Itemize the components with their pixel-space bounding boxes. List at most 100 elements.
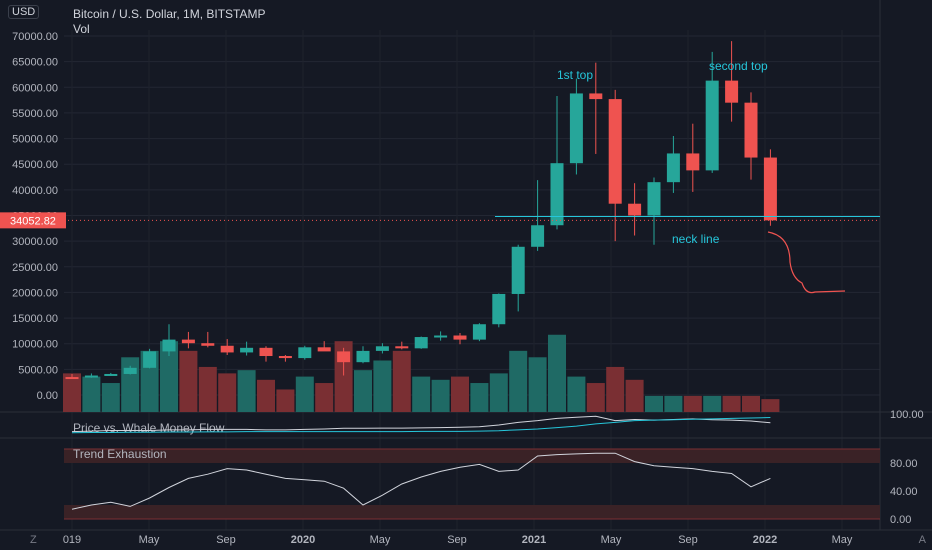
volume-bar (451, 376, 469, 412)
volume-bar (567, 376, 586, 412)
candle-body (589, 93, 603, 100)
candle-body (647, 182, 661, 216)
projection-drawing (767, 231, 846, 294)
candle-body (453, 335, 467, 340)
volume-bar (101, 383, 120, 412)
annotation-label: second top (709, 59, 768, 73)
volume-bar (63, 373, 81, 412)
annotation-label: 1st top (557, 68, 593, 82)
last-price-label: 34052.82 (10, 215, 56, 227)
volume-bar (257, 379, 275, 412)
price-axis-label: 50000.00 (12, 134, 58, 146)
price-axis-label: 10000.00 (12, 339, 58, 351)
candle-body (84, 375, 98, 378)
price-axis-label: 65000.00 (12, 57, 58, 69)
time-axis-label: May (370, 534, 391, 546)
trend-exhaustion-line (71, 452, 771, 510)
volume-bar (431, 379, 450, 412)
candle-body (143, 351, 157, 368)
time-axis-label: May (139, 534, 160, 546)
candle-body (395, 346, 409, 349)
zoom-toggle-button[interactable]: Z (30, 534, 37, 546)
annotation-label: neck line (672, 232, 720, 246)
trend-axis-label: 0.00 (890, 514, 911, 526)
volume-bar (761, 399, 780, 412)
whale-flow-line (71, 417, 771, 434)
volume-bar (625, 379, 644, 412)
time-axis-label: 2022 (753, 534, 777, 546)
candle-body (278, 356, 292, 359)
volume-bar (237, 370, 256, 412)
price-axis-label: 0.00 (37, 390, 58, 402)
time-axis-label: May (832, 534, 853, 546)
time-axis-label: 019 (63, 534, 81, 546)
volume-bar (315, 383, 334, 412)
volume-bar (470, 383, 489, 412)
candle-body (65, 377, 79, 380)
candle-body (317, 347, 331, 352)
candle-body (414, 337, 428, 349)
price-axis-label: 45000.00 (12, 159, 58, 171)
price-axis-label: 30000.00 (12, 236, 58, 248)
overbought-zone (64, 449, 880, 463)
price-axis-label: 70000.00 (12, 31, 58, 43)
whale-axis-label: 100.00 (890, 409, 924, 421)
candle-body (240, 347, 254, 353)
price-axis-label: 60000.00 (12, 82, 58, 94)
candle-body (725, 80, 739, 103)
volume-bar (703, 395, 722, 412)
candle-body (705, 80, 719, 171)
candle-body (220, 345, 234, 353)
volume-bar (82, 376, 101, 412)
candle-body (686, 153, 700, 171)
price-axis-label: 55000.00 (12, 108, 58, 120)
volume-bar (509, 350, 528, 412)
candle-body (123, 367, 137, 374)
candle-body (375, 346, 389, 351)
trend-axis-label: 40.00 (890, 486, 918, 498)
price-axis-label: 40000.00 (12, 185, 58, 197)
volume-bar (664, 395, 683, 412)
trend-axis-label: 80.00 (890, 458, 918, 470)
candle-body (666, 153, 680, 183)
candle-body (337, 351, 351, 363)
candle-body (569, 93, 583, 164)
last-price-badge (0, 212, 66, 229)
volume-bar (528, 357, 547, 412)
candle-body (259, 347, 273, 357)
trend-exhaustion-title: Trend Exhaustion (73, 447, 167, 461)
candle-body (550, 163, 564, 226)
price-axis-label: 15000.00 (12, 313, 58, 325)
oversold-zone (64, 505, 880, 519)
volume-bar (645, 395, 663, 412)
candle-body (181, 339, 195, 344)
volume-bar (412, 376, 431, 412)
volume-bar (295, 376, 314, 412)
candle-body (511, 246, 525, 294)
price-axis-label: 20000.00 (12, 287, 58, 299)
candle-body (356, 350, 370, 363)
volume-bar (373, 360, 392, 412)
volume-bar (198, 366, 217, 412)
volume-bar (392, 350, 411, 412)
volume-bar (586, 383, 605, 412)
candle-body (492, 293, 506, 325)
time-axis-label: Sep (447, 534, 467, 546)
volume-bar (742, 395, 760, 412)
candle-body (628, 203, 642, 216)
auto-scale-button[interactable]: A (918, 534, 926, 546)
volume-label: Vol (73, 22, 90, 36)
currency-badge[interactable]: USD (8, 5, 40, 19)
volume-bar (548, 334, 566, 412)
volume-bar (722, 395, 741, 412)
time-axis-label: 2021 (522, 534, 546, 546)
volume-bar (354, 370, 372, 412)
price-axis-label: 5000.00 (18, 364, 58, 376)
candle-body (434, 335, 448, 338)
time-axis-label: Sep (678, 534, 698, 546)
volume-bar (683, 395, 702, 412)
volume-bar (606, 366, 625, 412)
time-axis-label: 2020 (291, 534, 315, 546)
whale-flow-title: Price vs. Whale Money Flow (73, 421, 225, 435)
